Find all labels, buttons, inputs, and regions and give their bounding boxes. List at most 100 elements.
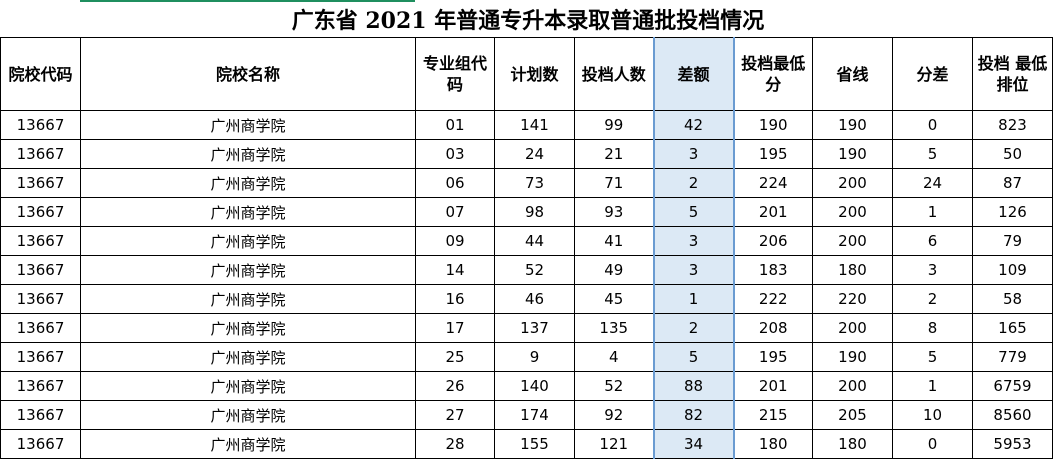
cell-group-code[interactable]: 16 <box>415 284 495 314</box>
cell-school-name[interactable]: 广州商学院 <box>80 284 416 314</box>
header-province-line[interactable]: 省线 <box>812 37 893 111</box>
cell-plan-count[interactable]: 46 <box>494 284 575 314</box>
cell-min-rank[interactable]: 50 <box>972 139 1053 169</box>
cell-province-line[interactable]: 190 <box>812 110 893 140</box>
cell-school-name[interactable]: 广州商学院 <box>80 226 416 256</box>
cell-province-line[interactable]: 200 <box>812 313 893 343</box>
cell-min-rank[interactable]: 126 <box>972 197 1053 227</box>
cell-group-code[interactable]: 25 <box>415 342 495 372</box>
cell-score-gap[interactable]: 1 <box>892 197 973 227</box>
cell-school-code[interactable]: 13667 <box>0 197 81 227</box>
header-min-rank[interactable]: 投档 最低排位 <box>972 37 1053 111</box>
cell-plan-count[interactable]: 137 <box>494 313 575 343</box>
header-min-score[interactable]: 投档最低分 <box>733 37 813 111</box>
cell-school-code[interactable]: 13667 <box>0 139 81 169</box>
header-plan-count[interactable]: 计划数 <box>494 37 575 111</box>
cell-school-name[interactable]: 广州商学院 <box>80 139 416 169</box>
cell-min-rank[interactable]: 109 <box>972 255 1053 285</box>
header-school-code[interactable]: 院校代码 <box>0 37 81 111</box>
cell-group-code[interactable]: 14 <box>415 255 495 285</box>
cell-submitted-count[interactable]: 93 <box>574 197 654 227</box>
cell-plan-count[interactable]: 140 <box>494 371 575 401</box>
cell-plan-count[interactable]: 174 <box>494 400 575 430</box>
cell-min-score[interactable]: 195 <box>733 342 813 372</box>
cell-school-name[interactable]: 广州商学院 <box>80 255 416 285</box>
cell-score-gap[interactable]: 0 <box>892 429 973 459</box>
cell-submitted-count[interactable]: 135 <box>574 313 654 343</box>
cell-school-name[interactable]: 广州商学院 <box>80 313 416 343</box>
cell-difference[interactable]: 42 <box>652 110 735 140</box>
cell-school-name[interactable]: 广州商学院 <box>80 168 416 198</box>
cell-school-name[interactable]: 广州商学院 <box>80 371 416 401</box>
cell-min-rank[interactable]: 79 <box>972 226 1053 256</box>
cell-group-code[interactable]: 01 <box>415 110 495 140</box>
cell-school-code[interactable]: 13667 <box>0 342 81 372</box>
cell-score-gap[interactable]: 3 <box>892 255 973 285</box>
cell-difference[interactable]: 2 <box>652 168 735 198</box>
cell-province-line[interactable]: 180 <box>812 255 893 285</box>
cell-score-gap[interactable]: 24 <box>892 168 973 198</box>
header-school-name[interactable]: 院校名称 <box>80 37 416 111</box>
cell-submitted-count[interactable]: 99 <box>574 110 654 140</box>
cell-min-score[interactable]: 183 <box>733 255 813 285</box>
cell-score-gap[interactable]: 6 <box>892 226 973 256</box>
cell-min-score[interactable]: 206 <box>733 226 813 256</box>
cell-province-line[interactable]: 200 <box>812 168 893 198</box>
cell-plan-count[interactable]: 44 <box>494 226 575 256</box>
cell-group-code[interactable]: 09 <box>415 226 495 256</box>
header-difference[interactable]: 差额 <box>652 37 735 111</box>
cell-difference[interactable]: 3 <box>652 255 735 285</box>
cell-school-code[interactable]: 13667 <box>0 313 81 343</box>
cell-score-gap[interactable]: 5 <box>892 139 973 169</box>
cell-min-rank[interactable]: 87 <box>972 168 1053 198</box>
cell-score-gap[interactable]: 5 <box>892 342 973 372</box>
cell-school-code[interactable]: 13667 <box>0 226 81 256</box>
cell-school-code[interactable]: 13667 <box>0 168 81 198</box>
cell-plan-count[interactable]: 52 <box>494 255 575 285</box>
cell-group-code[interactable]: 06 <box>415 168 495 198</box>
cell-min-score[interactable]: 215 <box>733 400 813 430</box>
cell-difference[interactable]: 34 <box>652 429 735 459</box>
cell-min-rank[interactable]: 5953 <box>972 429 1053 459</box>
cell-submitted-count[interactable]: 4 <box>574 342 654 372</box>
cell-min-rank[interactable]: 823 <box>972 110 1053 140</box>
cell-submitted-count[interactable]: 45 <box>574 284 654 314</box>
cell-group-code[interactable]: 17 <box>415 313 495 343</box>
header-score-gap[interactable]: 分差 <box>892 37 973 111</box>
cell-group-code[interactable]: 03 <box>415 139 495 169</box>
cell-min-score[interactable]: 222 <box>733 284 813 314</box>
cell-school-code[interactable]: 13667 <box>0 284 81 314</box>
cell-score-gap[interactable]: 0 <box>892 110 973 140</box>
cell-score-gap[interactable]: 10 <box>892 400 973 430</box>
cell-school-code[interactable]: 13667 <box>0 429 81 459</box>
cell-province-line[interactable]: 200 <box>812 226 893 256</box>
cell-min-rank[interactable]: 779 <box>972 342 1053 372</box>
cell-school-code[interactable]: 13667 <box>0 110 81 140</box>
header-group-code[interactable]: 专业组代码 <box>415 37 495 111</box>
cell-school-name[interactable]: 广州商学院 <box>80 400 416 430</box>
cell-province-line[interactable]: 200 <box>812 371 893 401</box>
cell-school-name[interactable]: 广州商学院 <box>80 429 416 459</box>
cell-school-name[interactable]: 广州商学院 <box>80 197 416 227</box>
cell-province-line[interactable]: 180 <box>812 429 893 459</box>
cell-province-line[interactable]: 200 <box>812 197 893 227</box>
cell-plan-count[interactable]: 155 <box>494 429 575 459</box>
cell-province-line[interactable]: 220 <box>812 284 893 314</box>
cell-difference[interactable]: 2 <box>652 313 735 343</box>
cell-school-code[interactable]: 13667 <box>0 400 81 430</box>
cell-score-gap[interactable]: 8 <box>892 313 973 343</box>
cell-group-code[interactable]: 26 <box>415 371 495 401</box>
cell-difference[interactable]: 5 <box>652 197 735 227</box>
cell-min-score[interactable]: 195 <box>733 139 813 169</box>
cell-submitted-count[interactable]: 21 <box>574 139 654 169</box>
cell-min-score[interactable]: 208 <box>733 313 813 343</box>
cell-min-score[interactable]: 190 <box>733 110 813 140</box>
cell-min-score[interactable]: 201 <box>733 197 813 227</box>
cell-submitted-count[interactable]: 121 <box>574 429 654 459</box>
cell-submitted-count[interactable]: 92 <box>574 400 654 430</box>
cell-plan-count[interactable]: 24 <box>494 139 575 169</box>
cell-school-name[interactable]: 广州商学院 <box>80 342 416 372</box>
cell-group-code[interactable]: 28 <box>415 429 495 459</box>
cell-submitted-count[interactable]: 71 <box>574 168 654 198</box>
cell-min-rank[interactable]: 165 <box>972 313 1053 343</box>
